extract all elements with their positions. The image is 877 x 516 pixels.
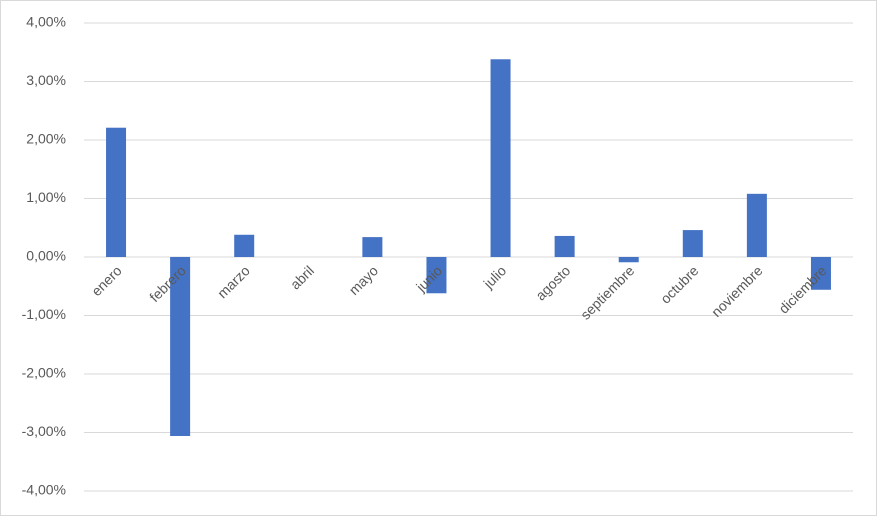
y-tick-label: 3,00% xyxy=(26,72,66,88)
bar xyxy=(490,59,511,257)
y-tick-label: -3,00% xyxy=(22,423,66,439)
bar xyxy=(554,235,575,257)
bar xyxy=(106,127,127,257)
bar xyxy=(618,257,639,263)
bar xyxy=(746,193,767,257)
y-tick-label: 0,00% xyxy=(26,248,66,264)
bar xyxy=(426,257,447,294)
y-tick-label: 2,00% xyxy=(26,131,66,147)
bar xyxy=(170,257,191,437)
bar xyxy=(810,257,831,290)
bar xyxy=(234,234,255,257)
y-tick-label: 1,00% xyxy=(26,189,66,205)
bar xyxy=(362,237,383,257)
y-tick-label: -4,00% xyxy=(22,482,66,498)
y-tick-label: -1,00% xyxy=(22,306,66,322)
bar xyxy=(682,230,703,257)
y-tick-label: 4,00% xyxy=(26,14,66,30)
y-tick-label: -2,00% xyxy=(22,365,66,381)
